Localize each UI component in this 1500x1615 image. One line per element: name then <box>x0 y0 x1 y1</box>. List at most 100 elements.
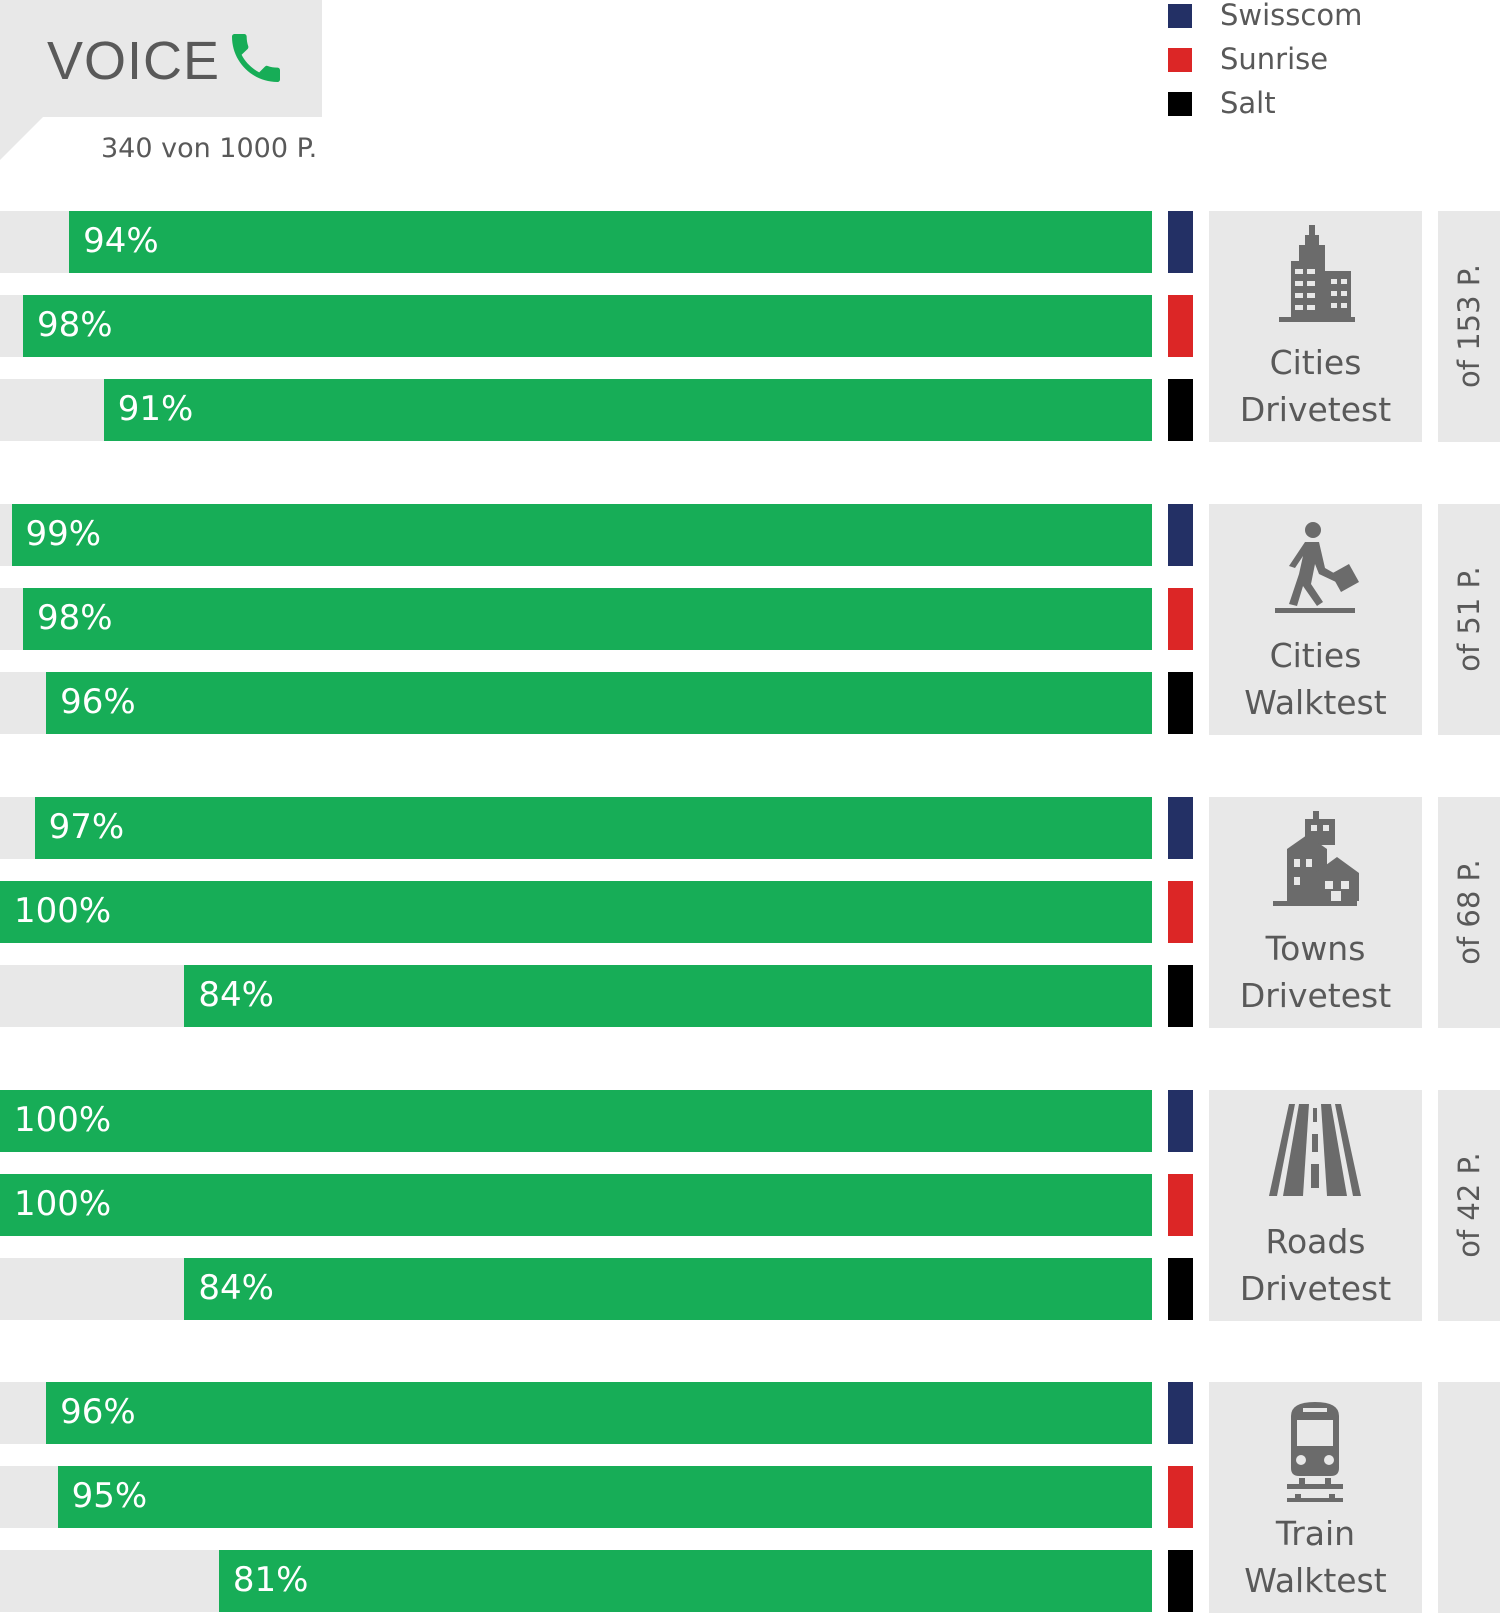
group-cities-walktest: 99% 98% 96% Cities Walktest of 51 P. <box>0 504 1500 737</box>
legend-label: Salt <box>1220 86 1276 120</box>
legend-label: Swisscom <box>1220 0 1363 32</box>
bar: 91% <box>103 379 1152 441</box>
city-buildings-icon <box>1279 225 1355 322</box>
bar: 84% <box>184 1258 1152 1320</box>
category-label: Drivetest <box>1239 976 1392 1015</box>
bar-track: 100% <box>0 1090 1152 1152</box>
page-title: VOICE <box>47 31 221 91</box>
bar-label: 84% <box>198 1268 274 1308</box>
category-label: Walktest <box>1244 683 1387 722</box>
bar: 81% <box>218 1550 1152 1612</box>
bar-label: 99% <box>25 514 102 554</box>
bar-track: 84% <box>0 1258 1152 1320</box>
bar-track: 97% <box>0 797 1152 859</box>
bar-track: 96% <box>0 1382 1152 1444</box>
bar-label: 98% <box>37 305 113 345</box>
bar: 98% <box>23 295 1152 357</box>
bar: 99% <box>11 504 1152 566</box>
category-label: Roads <box>1265 1222 1366 1261</box>
group-points: of 42 P. <box>1452 1152 1486 1258</box>
operator-tick-sunrise <box>1168 881 1193 943</box>
bar-label: 98% <box>37 598 113 638</box>
category-label: Cities <box>1269 636 1362 675</box>
bar: 96% <box>46 1382 1152 1444</box>
bar-track: 94% <box>0 211 1152 273</box>
bar-label: 96% <box>60 682 136 722</box>
bar-track: 98% <box>0 588 1152 650</box>
points-box <box>1438 1382 1500 1613</box>
operator-tick-salt <box>1168 379 1193 441</box>
legend-swatch <box>1168 92 1192 116</box>
legend-swatch <box>1168 48 1192 72</box>
points-box: of 51 P. <box>1438 504 1500 735</box>
bar-label: 95% <box>71 1476 148 1516</box>
bar-label: 97% <box>48 807 125 847</box>
category-label: Drivetest <box>1239 1269 1392 1308</box>
operator-tick-salt <box>1168 965 1193 1027</box>
train-icon <box>1287 1402 1343 1502</box>
category-label: Drivetest <box>1239 390 1392 429</box>
category-box: Cities Drivetest <box>1209 211 1422 442</box>
operator-tick-salt <box>1168 1550 1193 1612</box>
walking-person-icon <box>1275 522 1359 613</box>
bar-label: 100% <box>14 1184 112 1224</box>
bar-track: 100% <box>0 881 1152 943</box>
group-points: of 51 P. <box>1452 566 1486 672</box>
legend-label: Sunrise <box>1220 42 1329 76</box>
category-label: Train <box>1275 1514 1356 1553</box>
group-towns-drivetest: 97% 100% 84% Town <box>0 797 1500 1030</box>
category-box: Towns Drivetest <box>1209 797 1422 1028</box>
phone-icon <box>232 34 280 82</box>
operator-tick-sunrise <box>1168 588 1193 650</box>
bar: 100% <box>0 1174 1152 1236</box>
operator-tick-sunrise <box>1168 1466 1193 1528</box>
bar-track: 98% <box>0 295 1152 357</box>
operator-tick-salt <box>1168 672 1193 734</box>
bar-track: 99% <box>0 504 1152 566</box>
bar: 100% <box>0 881 1152 943</box>
bar: 98% <box>23 588 1152 650</box>
points-box: of 68 P. <box>1438 797 1500 1028</box>
bar-track: 84% <box>0 965 1152 1027</box>
category-box: Roads Drivetest <box>1209 1090 1422 1321</box>
total-points: 340 von 1000 P. <box>101 133 318 164</box>
bar-label: 81% <box>232 1560 309 1600</box>
bar-label: 84% <box>198 975 274 1015</box>
bar-label: 100% <box>14 1100 112 1140</box>
bar-track: 91% <box>0 379 1152 441</box>
operator-tick-sunrise <box>1168 295 1193 357</box>
bar: 94% <box>69 211 1152 273</box>
bar-track: 95% <box>0 1466 1152 1528</box>
road-icon <box>1269 1104 1361 1196</box>
category-label: Walktest <box>1244 1561 1387 1600</box>
category-label: Cities <box>1269 343 1362 382</box>
operator-tick-swisscom <box>1168 211 1193 273</box>
category-box: Cities Walktest <box>1209 504 1422 735</box>
points-box: of 153 P. <box>1438 211 1500 442</box>
operator-tick-sunrise <box>1168 1174 1193 1236</box>
bar-track: 81% <box>0 1550 1152 1612</box>
bar-label: 100% <box>14 891 112 931</box>
bar-track: 100% <box>0 1174 1152 1236</box>
bar-label: 91% <box>117 389 194 429</box>
operator-tick-salt <box>1168 1258 1193 1320</box>
operator-tick-swisscom <box>1168 504 1193 566</box>
bar: 97% <box>34 797 1152 859</box>
group-points: of 153 P. <box>1452 264 1486 388</box>
group-points: of 68 P. <box>1452 859 1486 965</box>
bar-track: 96% <box>0 672 1152 734</box>
points-box: of 42 P. <box>1438 1090 1500 1321</box>
bar: 84% <box>184 965 1152 1027</box>
bar: 100% <box>0 1090 1152 1152</box>
bar: 96% <box>46 672 1152 734</box>
group-roads-drivetest: 100% 100% 84% Roads Drivetest of 42 <box>0 1090 1500 1323</box>
group-train-walktest: 96% 95% 81% Train Walk <box>0 1382 1500 1615</box>
legend-swatch <box>1168 4 1192 28</box>
operator-tick-swisscom <box>1168 1090 1193 1152</box>
category-label: Towns <box>1265 929 1366 968</box>
operator-tick-swisscom <box>1168 1382 1193 1444</box>
bar-label: 96% <box>60 1392 136 1432</box>
category-box: Train Walktest <box>1209 1382 1422 1613</box>
town-houses-icon <box>1273 811 1359 906</box>
operator-tick-swisscom <box>1168 797 1193 859</box>
